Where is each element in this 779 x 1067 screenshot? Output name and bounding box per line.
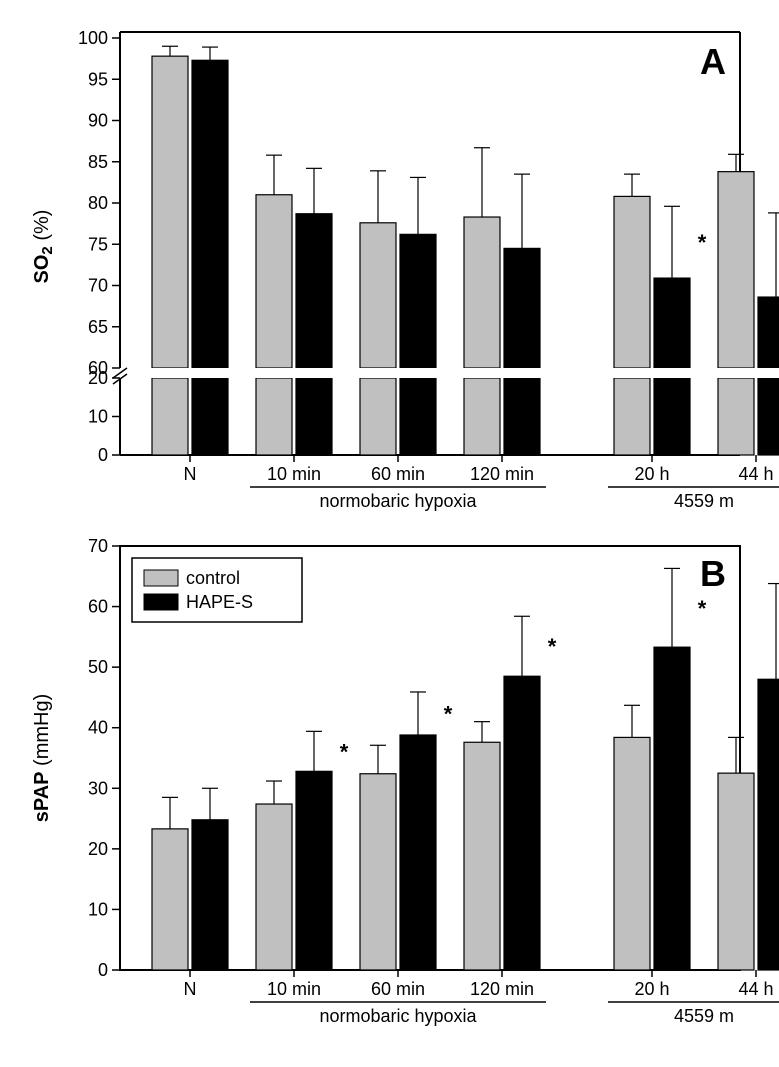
svg-text:70: 70 (88, 536, 108, 556)
svg-text:65: 65 (88, 317, 108, 337)
svg-text:80: 80 (88, 193, 108, 213)
svg-text:SO2 (%): SO2 (%) (31, 210, 56, 284)
svg-text:sPAP (mmHg): sPAP (mmHg) (31, 694, 53, 823)
svg-text:10 min: 10 min (267, 464, 321, 484)
svg-text:120 min: 120 min (470, 464, 534, 484)
svg-text:85: 85 (88, 152, 108, 172)
svg-text:B: B (700, 553, 726, 594)
svg-text:60: 60 (88, 358, 108, 378)
svg-text:normobaric hypoxia: normobaric hypoxia (319, 491, 477, 511)
svg-text:4559 m: 4559 m (674, 491, 734, 511)
panel-a: 010206065707580859095100SO2 (%)**N10 min… (31, 28, 779, 511)
svg-text:50: 50 (88, 657, 108, 677)
svg-text:20: 20 (88, 839, 108, 859)
svg-text:*: * (698, 596, 707, 621)
svg-text:120 min: 120 min (470, 979, 534, 999)
svg-text:60 min: 60 min (371, 464, 425, 484)
svg-text:70: 70 (88, 276, 108, 296)
svg-text:95: 95 (88, 69, 108, 89)
svg-text:44 h: 44 h (738, 464, 773, 484)
svg-text:30: 30 (88, 778, 108, 798)
svg-text:10 min: 10 min (267, 979, 321, 999)
svg-text:10: 10 (88, 407, 108, 427)
svg-text:*: * (444, 701, 453, 726)
svg-text:100: 100 (78, 28, 108, 48)
svg-text:20 h: 20 h (634, 979, 669, 999)
svg-text:0: 0 (98, 445, 108, 465)
svg-text:N: N (184, 979, 197, 999)
svg-text:N: N (184, 464, 197, 484)
svg-text:44 h: 44 h (738, 979, 773, 999)
figure-container: 010206065707580859095100SO2 (%)**N10 min… (0, 0, 779, 1067)
svg-text:control: control (186, 568, 240, 588)
svg-text:A: A (700, 41, 726, 82)
svg-text:0: 0 (98, 960, 108, 980)
svg-text:normobaric hypoxia: normobaric hypoxia (319, 1006, 477, 1026)
svg-text:40: 40 (88, 718, 108, 738)
figure-svg: 010206065707580859095100SO2 (%)**N10 min… (0, 0, 779, 1067)
svg-text:*: * (698, 230, 707, 255)
panel-b: 010203040506070sPAP (mmHg)*****N10 min60… (31, 536, 779, 1026)
svg-text:*: * (548, 634, 557, 659)
svg-text:10: 10 (88, 899, 108, 919)
svg-text:4559 m: 4559 m (674, 1006, 734, 1026)
svg-text:20 h: 20 h (634, 464, 669, 484)
svg-text:*: * (340, 739, 349, 764)
svg-text:90: 90 (88, 111, 108, 131)
svg-text:60: 60 (88, 597, 108, 617)
svg-text:75: 75 (88, 234, 108, 254)
svg-text:HAPE-S: HAPE-S (186, 592, 253, 612)
svg-text:60 min: 60 min (371, 979, 425, 999)
